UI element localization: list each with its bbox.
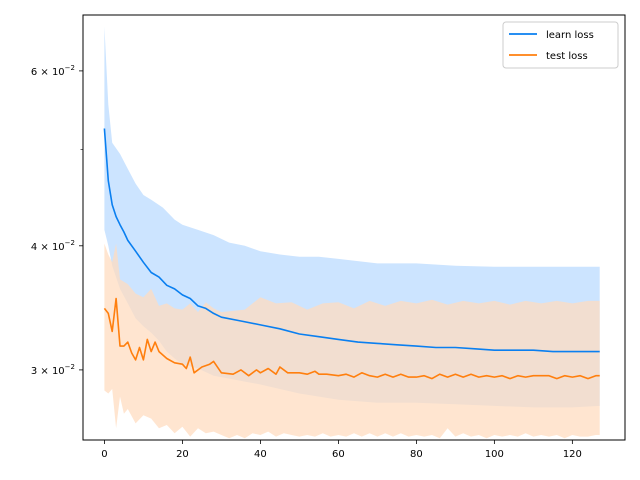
legend-label: test loss bbox=[546, 51, 588, 62]
x-tick-label: 100 bbox=[485, 449, 504, 460]
plot-frame bbox=[82, 14, 626, 441]
y-tick-label: 6 × 10−2 bbox=[31, 64, 75, 78]
y-axis: 3 × 10−2 4 × 10−2 6 × 10−2 bbox=[31, 64, 83, 377]
x-tick-label: 0 bbox=[101, 449, 107, 460]
y-tick-label: 4 × 10−2 bbox=[31, 239, 75, 253]
line-series-1 bbox=[103, 297, 600, 380]
x-tick-label: 60 bbox=[332, 449, 345, 460]
x-tick-label: 80 bbox=[410, 449, 423, 460]
line-series-0 bbox=[103, 128, 600, 353]
legend-label: learn loss bbox=[546, 30, 594, 41]
x-tick-label: 120 bbox=[563, 449, 582, 460]
x-axis: 0 20 40 60 80 100 120 bbox=[101, 440, 582, 460]
x-tick-label: 40 bbox=[254, 449, 267, 460]
x-tick-label: 20 bbox=[176, 449, 189, 460]
y-tick-label: 3 × 10−2 bbox=[31, 363, 75, 377]
series-lines bbox=[103, 128, 600, 380]
legend: learn loss test loss bbox=[502, 21, 619, 69]
